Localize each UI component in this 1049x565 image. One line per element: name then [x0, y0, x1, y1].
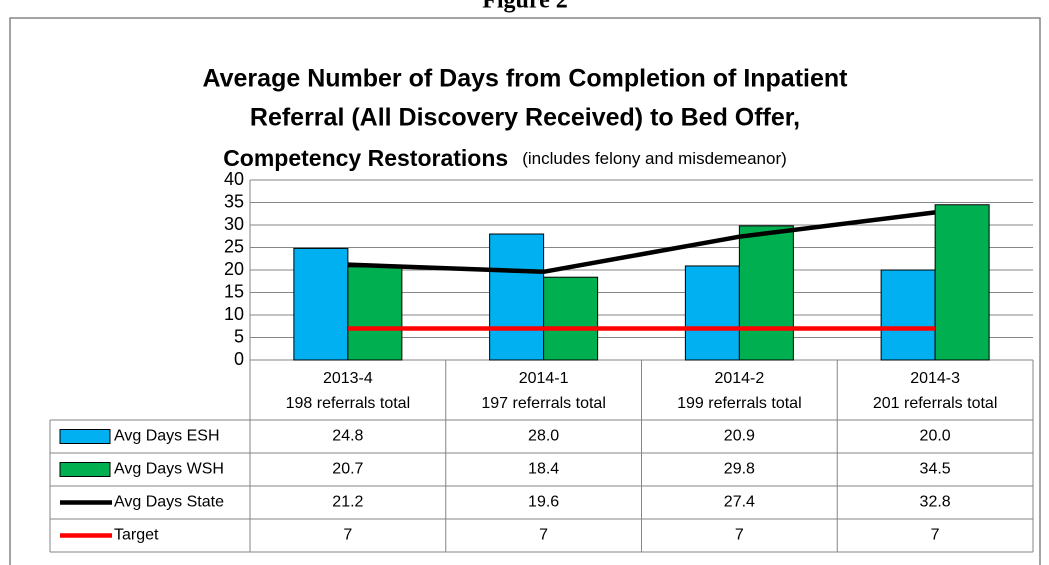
- y-tick-label: 35: [224, 191, 244, 211]
- bar: [738, 225, 794, 361]
- bar: [934, 204, 990, 361]
- table-value: 24.8: [332, 428, 363, 445]
- bar: [347, 266, 403, 361]
- chart-title-line: Competency Restorations (includes felony …: [223, 145, 787, 171]
- chart-frame: [9, 17, 1041, 565]
- legend-label: Target: [114, 527, 159, 544]
- line-series: [347, 210, 936, 275]
- bar: [684, 265, 740, 361]
- y-tick-label: 0: [234, 349, 244, 369]
- bar: [880, 269, 936, 361]
- x-tick-label: 2013-4: [323, 370, 373, 387]
- chart-title: Competency Restorations: [223, 145, 508, 171]
- y-tick-label: 25: [224, 236, 244, 256]
- y-tick-label: 15: [224, 281, 244, 301]
- legend-key: [59, 429, 111, 444]
- chart-title: Referral (All Discovery Received) to Bed…: [250, 104, 800, 132]
- table-value: 20.7: [332, 461, 363, 478]
- x-tick-note: 197 referrals total: [481, 395, 606, 412]
- legend-label: Avg Days State: [114, 494, 224, 511]
- legend-key: [59, 462, 111, 477]
- x-tick-label: 2014-3: [910, 370, 960, 387]
- y-tick-label: 10: [224, 304, 244, 324]
- table-value: 28.0: [528, 428, 559, 445]
- table-value: 7: [735, 527, 744, 544]
- x-tick-label: 2014-1: [519, 370, 569, 387]
- table-value: 7: [931, 527, 940, 544]
- table-value: 20.9: [724, 428, 755, 445]
- table-value: 34.5: [920, 461, 951, 478]
- x-tick-note: 198 referrals total: [286, 395, 411, 412]
- x-tick-label: 2014-2: [714, 370, 764, 387]
- table-value: 7: [539, 527, 548, 544]
- legend-label: Avg Days ESH: [114, 428, 220, 445]
- bar: [293, 247, 349, 361]
- table-value: 18.4: [528, 461, 559, 478]
- table-value: 27.4: [724, 494, 755, 511]
- table-value: 20.0: [920, 428, 951, 445]
- chart-title: Average Number of Days from Completion o…: [203, 65, 849, 93]
- table-value: 21.2: [332, 494, 363, 511]
- y-tick-label: 5: [234, 326, 244, 346]
- bar: [543, 276, 599, 361]
- table-value: 32.8: [920, 494, 951, 511]
- figure-label: Figure 2: [482, 0, 568, 14]
- chart-subtitle: (includes felony and misdemeanor): [522, 149, 787, 168]
- legend-label: Avg Days WSH: [114, 461, 224, 478]
- table-value: 29.8: [724, 461, 755, 478]
- bar: [489, 233, 545, 361]
- y-tick-label: 20: [224, 259, 244, 279]
- x-tick-note: 199 referrals total: [677, 395, 802, 412]
- table-value: 19.6: [528, 494, 559, 511]
- y-tick-label: 40: [224, 169, 244, 189]
- y-tick-label: 30: [224, 214, 244, 234]
- x-tick-note: 201 referrals total: [873, 395, 998, 412]
- table-value: 7: [343, 527, 352, 544]
